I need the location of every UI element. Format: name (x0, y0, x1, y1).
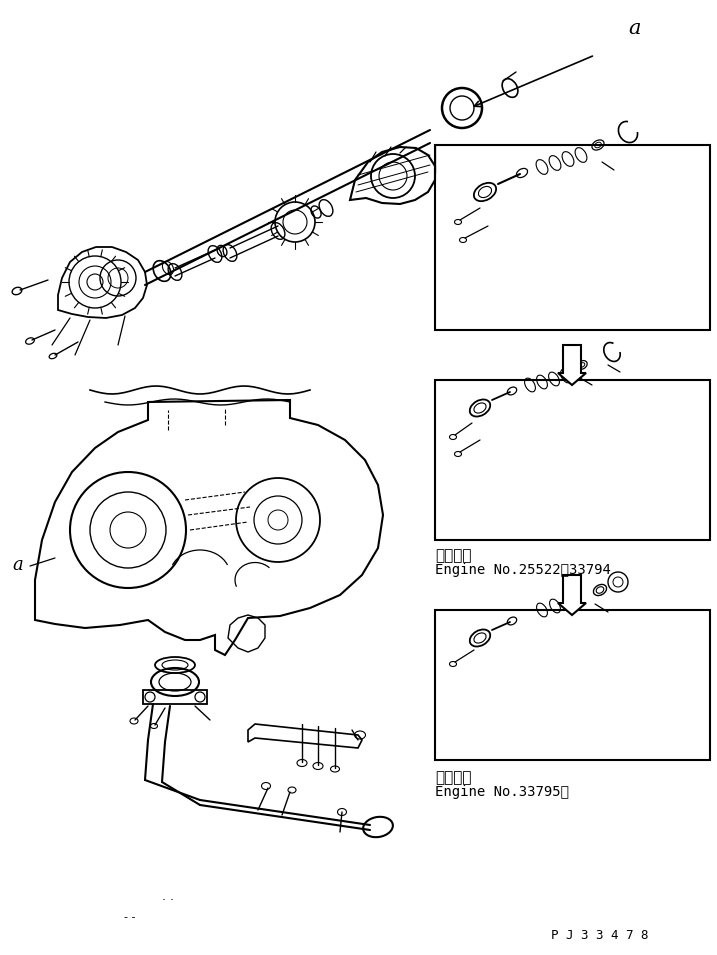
Text: 適用号機: 適用号機 (435, 548, 472, 563)
Text: Engine No.25522～33794: Engine No.25522～33794 (435, 563, 611, 577)
Text: P J 3 3 4 7 8: P J 3 3 4 7 8 (551, 928, 649, 942)
Bar (435, 610, 710, 760)
Bar (435, 145, 710, 330)
Bar (143, 690, 207, 704)
Text: 適用号機: 適用号機 (435, 770, 472, 785)
Text: a: a (13, 556, 24, 574)
Text: a: a (629, 18, 641, 37)
Polygon shape (248, 724, 362, 748)
Ellipse shape (363, 817, 393, 838)
Text: - -: - - (124, 912, 136, 922)
Text: . .: . . (162, 890, 174, 903)
FancyArrow shape (558, 575, 586, 615)
FancyArrow shape (558, 345, 586, 385)
Bar (435, 380, 710, 540)
Text: Engine No.33795～: Engine No.33795～ (435, 785, 569, 799)
